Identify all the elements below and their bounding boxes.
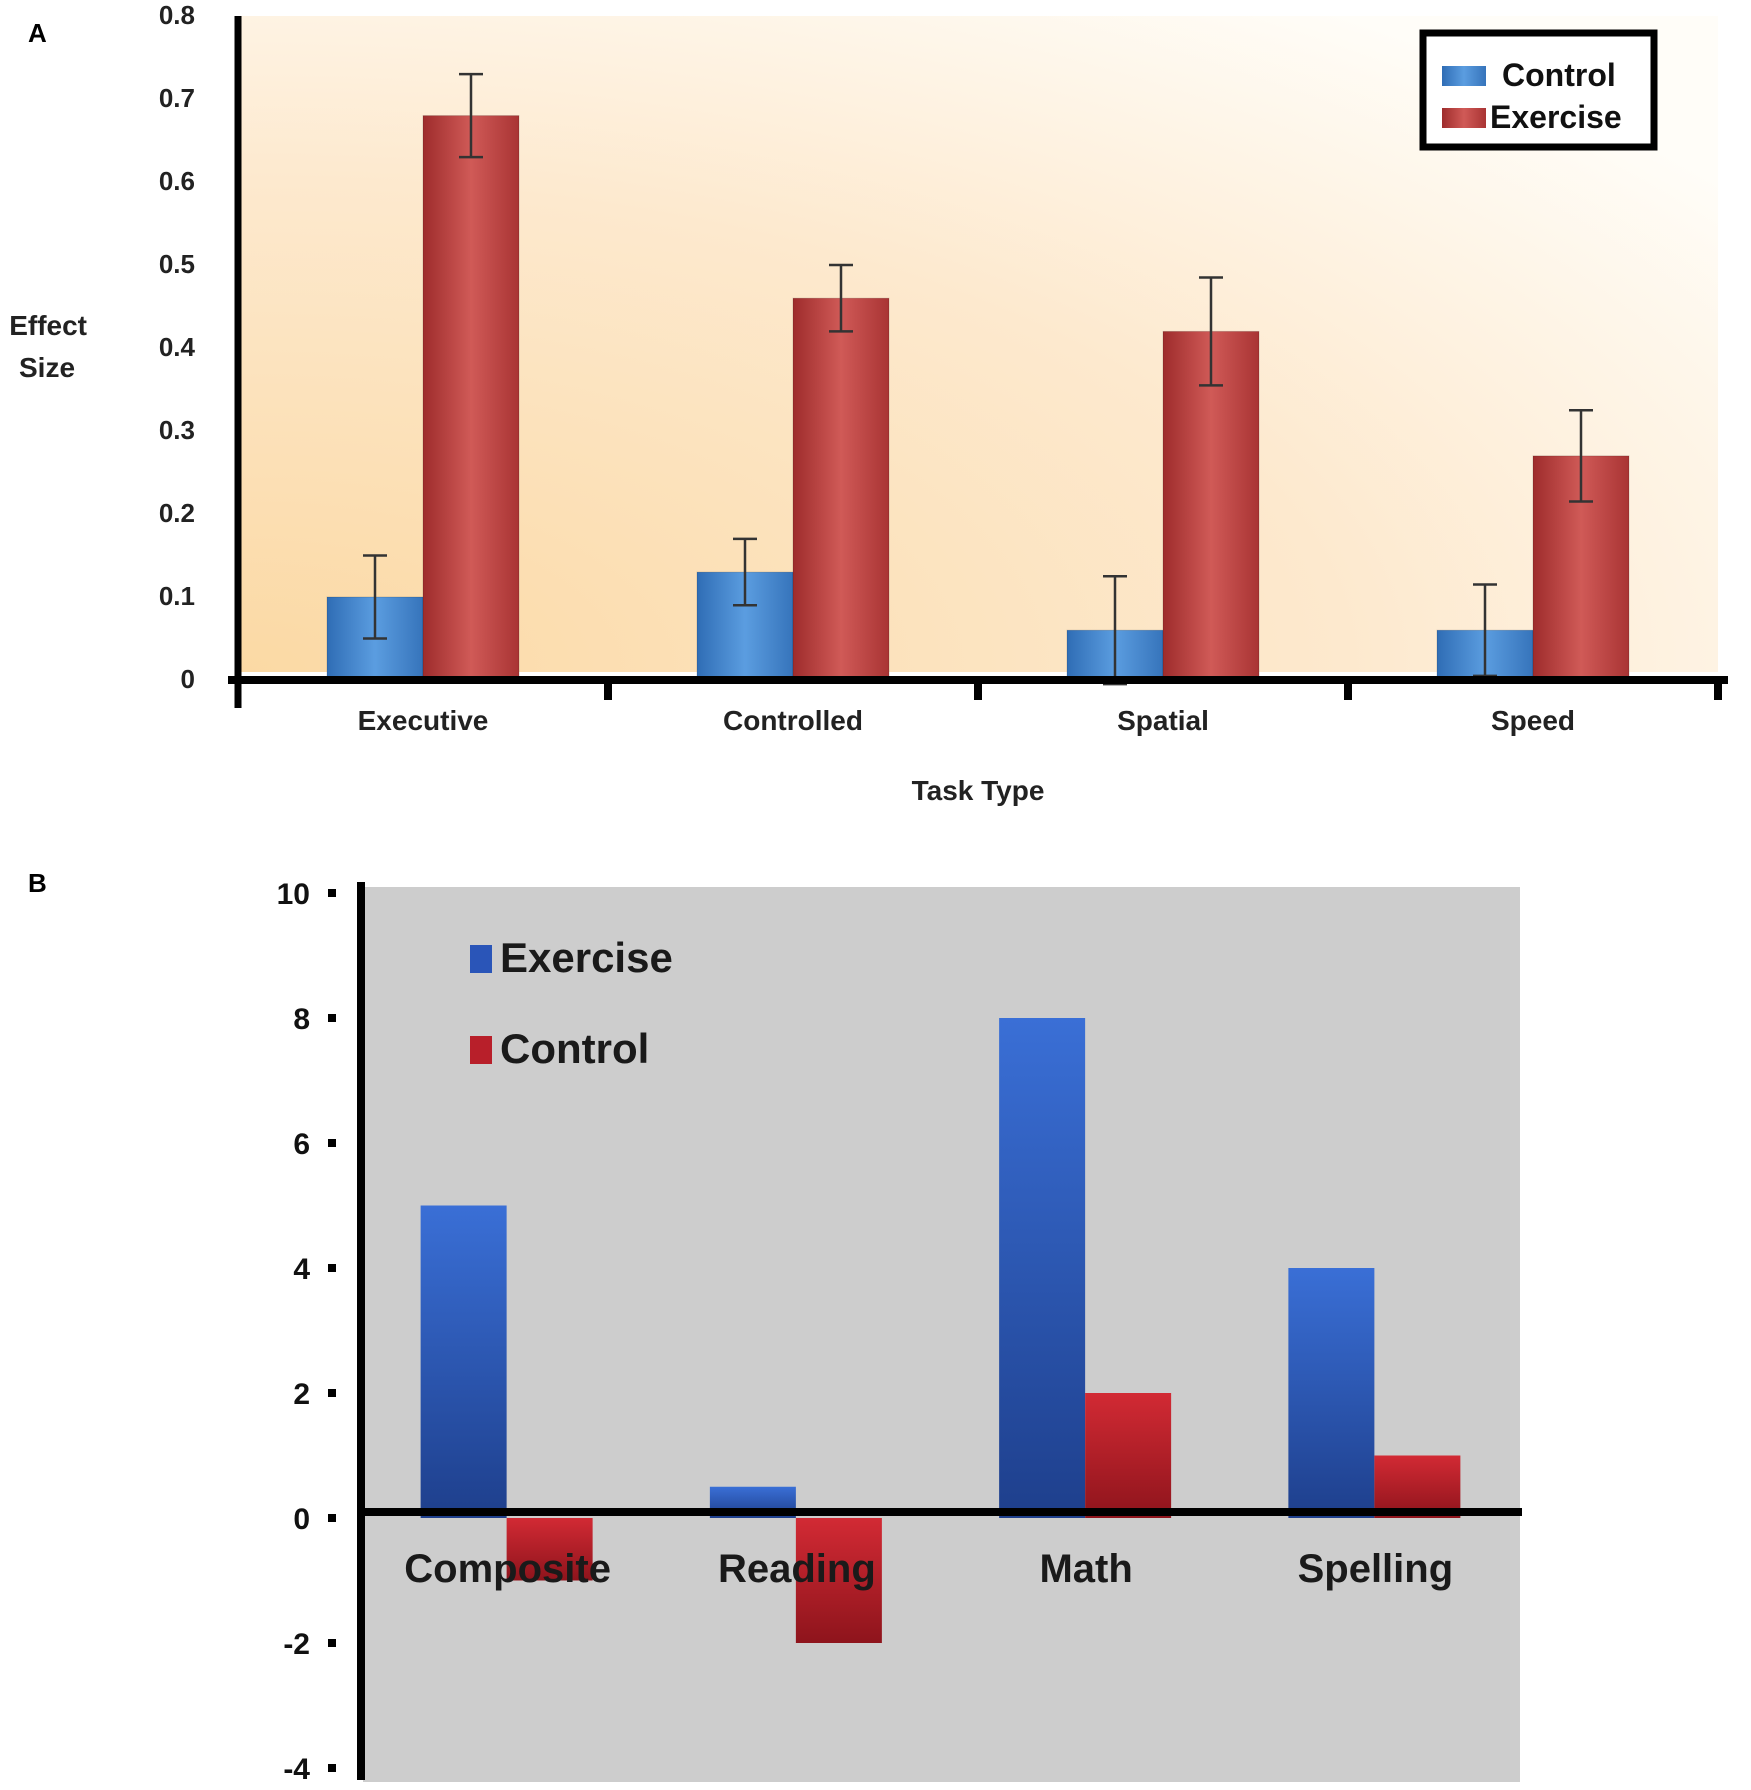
- bar-control-spelling: [1374, 1455, 1461, 1518]
- y-tick-mark: [328, 1514, 336, 1522]
- category-label: Composite: [404, 1547, 611, 1591]
- y-tick-mark: [328, 1264, 336, 1272]
- category-label: Spatial: [1117, 705, 1209, 736]
- y-tick-label: 0.6: [159, 166, 195, 196]
- error-bar-exercise-speed: [1569, 409, 1593, 503]
- panel-a-legend: Control Exercise: [1419, 29, 1658, 151]
- y-tick-label: 0.4: [159, 332, 196, 362]
- y-tick-label: 0: [181, 664, 195, 694]
- y-tick-label: 6: [293, 1128, 310, 1161]
- bar-control-reading: [795, 1518, 882, 1643]
- legend-swatch-control: [1442, 66, 1486, 86]
- y-tick-label: -2: [283, 1628, 310, 1661]
- error-bar-control-executive: [363, 554, 387, 640]
- panel-a: A 0 0.1 0.2 0.3 0.4 0.5 0.6 0.7 0.8 Executive Con…: [9, 0, 1728, 806]
- panel-b: B -4 -2 0 2 4 6 8 10 Composite Reading Math Spelli…: [28, 868, 1522, 1786]
- x-tick-mark: [974, 680, 982, 700]
- bar-exercise-spelling: [1288, 1268, 1375, 1518]
- error-bar-exercise-spatial: [1199, 276, 1223, 387]
- y-tick-label: 0.3: [159, 415, 195, 445]
- legend-label-exercise: Exercise: [1490, 99, 1622, 135]
- category-label: Spelling: [1298, 1547, 1454, 1591]
- x-tick-mark: [1344, 680, 1352, 700]
- legend-label-exercise-b: Exercise: [500, 934, 673, 981]
- legend-swatch-exercise-b: [470, 945, 492, 973]
- panel-b-legend: Exercise Control: [470, 934, 673, 1072]
- y-tick-mark: [328, 1764, 336, 1772]
- y-tick-mark: [328, 1639, 336, 1647]
- bar-exercise-controlled: [792, 297, 890, 681]
- y-tick-label: 4: [293, 1253, 310, 1286]
- error-bar-control-spatial: [1103, 575, 1127, 686]
- y-tick-label: 0.7: [159, 83, 195, 113]
- y-tick-label: 0: [293, 1503, 310, 1536]
- bar-exercise-composite: [420, 1205, 507, 1518]
- y-tick-label: 0.5: [159, 249, 195, 279]
- y-tick-mark: [328, 1014, 336, 1022]
- error-bar-exercise-controlled: [829, 263, 853, 333]
- y-tick-mark: [328, 1139, 336, 1147]
- y-tick-label: -4: [283, 1753, 310, 1786]
- y-tick-label: 0.8: [159, 0, 195, 30]
- panel-a-y-axis-label: Effect Size: [9, 310, 95, 383]
- error-bar-exercise-executive: [459, 72, 483, 159]
- category-label: Controlled: [723, 705, 863, 736]
- y-tick-label: 10: [277, 878, 310, 911]
- legend-swatch-control-b: [470, 1036, 492, 1064]
- category-label: Speed: [1491, 705, 1575, 736]
- y-tick-mark: [328, 889, 336, 897]
- category-label: Reading: [718, 1547, 876, 1591]
- y-tick-label: 0.1: [159, 581, 195, 611]
- panel-b-letter: B: [28, 868, 47, 898]
- x-tick-mark: [1714, 680, 1722, 700]
- bar-control-composite: [506, 1518, 593, 1581]
- panel-a-x-axis-label: Task Type: [912, 775, 1045, 806]
- bar-exercise-math: [999, 1018, 1086, 1518]
- y-tick-label: 2: [293, 1378, 310, 1411]
- bar-control-math: [1085, 1393, 1172, 1518]
- legend-label-control: Control: [1502, 57, 1616, 93]
- y-tick-mark: [328, 1389, 336, 1397]
- category-label: Math: [1039, 1547, 1132, 1591]
- error-bar-control-controlled: [733, 537, 757, 607]
- bar-exercise-executive: [422, 115, 520, 681]
- legend-swatch-exercise: [1442, 108, 1486, 128]
- category-label: Executive: [358, 705, 489, 736]
- panel-a-letter: A: [28, 18, 47, 48]
- error-bar-control-speed: [1473, 583, 1497, 678]
- bar-exercise-spatial: [1162, 330, 1260, 681]
- y-tick-label: 0.2: [159, 498, 195, 528]
- legend-label-control-b: Control: [500, 1025, 649, 1072]
- y-tick-label: 8: [293, 1003, 310, 1036]
- x-tick-mark: [604, 680, 612, 700]
